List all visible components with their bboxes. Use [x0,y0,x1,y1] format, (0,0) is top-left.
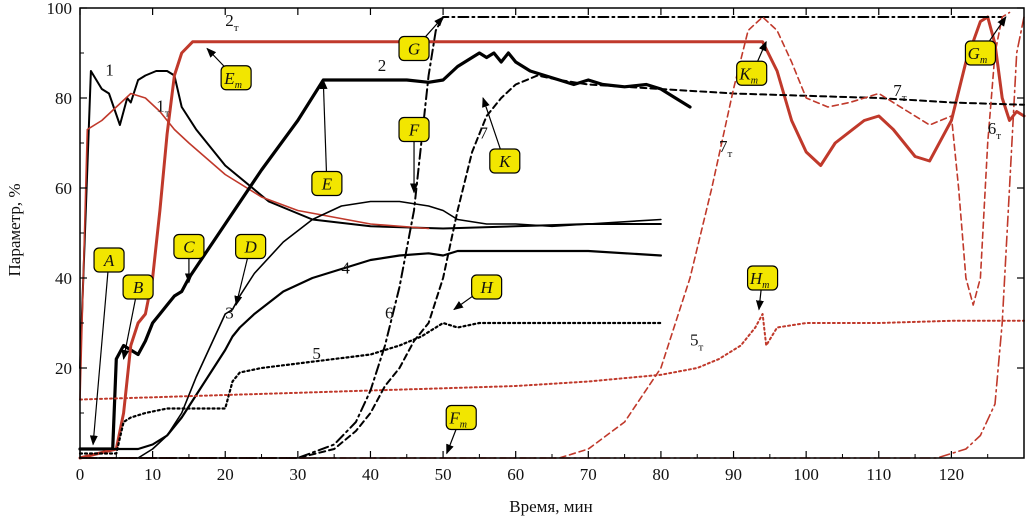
callout-label-A: A [103,251,115,270]
callout-box-K [489,148,521,174]
callout-arrow-E [319,79,328,172]
callout-label-E: E [321,175,333,194]
series-line-7 [79,74,1025,459]
callout-label-K: K [498,152,512,171]
callout-label-H: H [480,278,495,297]
callout-box-F [398,116,430,143]
callout-box-G [398,35,430,62]
callout-box-Fт [445,404,477,431]
series-line-6 [79,16,1004,459]
x-tick-label: 110 [866,465,891,484]
callout-label-D: D [244,238,258,257]
callout-arrow-G [422,16,444,41]
series-label-7т: 7т [719,137,733,160]
y-tick-label: 100 [47,0,73,18]
callout-box-E [311,170,343,197]
y-tick-label: 80 [55,89,72,108]
series-label-6: 6 [385,304,394,323]
callout-box-Gт [964,40,997,66]
callout-label-G: G [408,40,420,59]
callout-box-D [235,233,267,260]
series-label-4: 4 [341,259,350,278]
x-tick-label: 70 [580,465,597,484]
series-label-2: 2 [378,56,387,75]
callout-box-Нт [746,265,779,291]
callout-label-F: F [408,121,420,140]
callout-box-A [93,247,125,273]
callout-arrow-Kт [756,40,767,63]
x-tick-label: 100 [793,465,819,484]
series-label-7: 7 [479,124,488,143]
series-line-2 [78,51,692,451]
x-tick-label: 10 [144,465,161,484]
x-tick-label: 80 [652,465,669,484]
callout-arrow-Fт [446,428,457,455]
x-tick-label: 20 [217,465,234,484]
series-line-3 [79,200,662,459]
series-label-2т: 2т [225,11,239,34]
callout-box-C [173,233,205,260]
series-line-4 [78,249,662,451]
y-tick-label: 40 [55,269,72,288]
callout-label-C: C [183,238,195,257]
series-label-6т: 6т [988,119,1002,142]
y-axis-label: Параметр, % [5,184,24,277]
x-tick-label: 0 [76,465,85,484]
callout-arrow-Нт [755,289,764,311]
callout-arrow-B [121,298,137,360]
callout-arrow-A [89,271,109,446]
y-tick-label: 60 [55,179,72,198]
callout-arrow-Gт [987,16,1007,44]
x-tick-label: 50 [435,465,452,484]
y-tick-label: 20 [55,359,72,378]
x-tick-label: 60 [507,465,524,484]
x-tick-label: 30 [289,465,306,484]
series-label-5т: 5т [690,331,704,354]
series-label-5: 5 [312,344,321,363]
callout-box-Kт [736,60,768,86]
x-tick-label: 90 [725,465,742,484]
series-line-5т [79,313,1025,401]
callout-box-B [122,274,154,300]
series-line-5 [78,321,662,455]
x-tick-label: 40 [362,465,379,484]
series-label-3: 3 [225,304,234,323]
series-line-1т [79,92,430,401]
axes-layer: 0 10 20 30 40 50 60 70 80 90 100 110 120 20 40 60 80 100 [47,0,1025,484]
callout-box-Ет [220,65,252,91]
x-axis-label: Время, мин [509,497,592,516]
callout-box-H [471,274,503,300]
callout-arrow-K [482,97,502,150]
series-line-7т [79,11,1011,459]
x-tick-label: 120 [939,465,965,484]
callout-arrow-D [234,258,249,306]
series-label-1: 1 [105,61,114,80]
callout-label-B: B [133,278,144,297]
